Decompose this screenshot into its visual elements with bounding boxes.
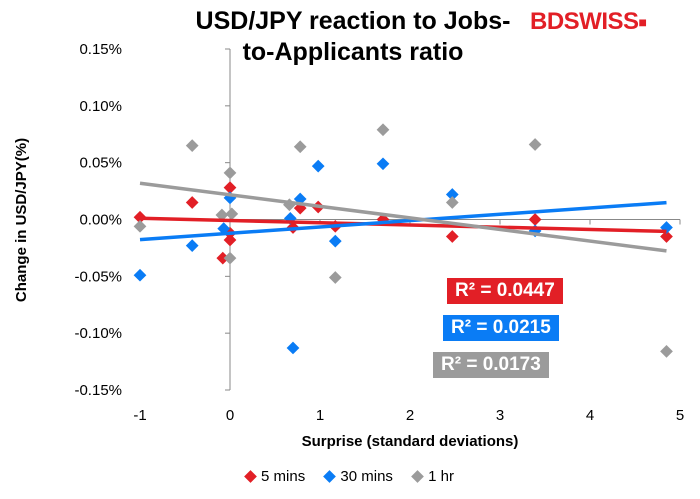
trendline-30-mins	[139, 200, 667, 242]
y-tick-label: -0.15%	[74, 382, 122, 399]
data-point-30-mins	[376, 157, 390, 171]
data-point-5-mins	[216, 251, 230, 265]
x-tick-label: 0	[226, 407, 234, 424]
y-tick-label: 0.00%	[79, 212, 122, 229]
data-point-1-hr	[223, 251, 237, 265]
diamond-marker-icon	[323, 470, 337, 483]
data-point-1-hr	[660, 344, 673, 358]
x-axis-title: Surprise (standard deviations)	[302, 433, 519, 450]
x-tick-label: 3	[496, 407, 504, 424]
trendline-5-mins	[139, 216, 667, 234]
data-point-5-mins	[445, 230, 459, 243]
data-point-1-hr	[133, 219, 147, 233]
r2-label-5min: R² = 0.0447	[447, 278, 563, 304]
y-tick-label: 0.10%	[79, 98, 122, 115]
y-axis-title: Change in USD/JPY(%)	[13, 138, 30, 302]
x-tick-label: 5	[676, 407, 684, 424]
diamond-marker-icon	[244, 470, 257, 483]
data-point-5-mins	[223, 181, 237, 195]
y-tick-label: 0.15%	[79, 41, 122, 58]
legend-label: 5 mins	[261, 468, 306, 485]
trendline-1-hr	[139, 181, 667, 253]
legend: 5 mins 30 mins 1 hr	[0, 468, 700, 485]
x-tick-label: 2	[406, 407, 414, 424]
data-point-1-hr	[376, 123, 390, 137]
legend-item-1hr: 1 hr	[411, 468, 454, 485]
bdswiss-logo: BDSWISS■	[530, 8, 647, 35]
legend-label: 30 mins	[340, 468, 393, 485]
legend-label: 1 hr	[428, 468, 454, 485]
legend-item-5min: 5 mins	[244, 468, 306, 485]
data-point-1-hr	[328, 271, 342, 284]
data-point-1-hr	[223, 166, 237, 180]
data-point-30-mins	[445, 188, 459, 201]
data-point-30-mins	[328, 234, 342, 248]
data-point-30-mins	[286, 341, 300, 355]
data-point-5-mins	[528, 213, 542, 226]
r2-label-1hr: R² = 0.0173	[433, 352, 549, 378]
data-point-1-hr	[225, 207, 239, 221]
x-tick-label: 1	[316, 407, 324, 424]
data-point-1-hr	[528, 138, 542, 151]
data-point-1-hr	[293, 140, 307, 154]
y-tick-label: 0.05%	[79, 155, 122, 172]
x-tick-label: 4	[586, 407, 594, 424]
legend-item-30min: 30 mins	[323, 468, 393, 485]
chart-title: USD/JPY reaction to Jobs-to-Applicants r…	[195, 7, 511, 66]
data-point-1-hr	[445, 196, 459, 209]
data-point-5-mins	[185, 196, 199, 209]
data-point-5-mins	[133, 210, 147, 224]
x-tick-label: -1	[133, 407, 146, 424]
y-tick-label: -0.10%	[74, 325, 122, 342]
data-point-30-mins	[311, 159, 325, 173]
data-point-1-hr	[215, 208, 229, 222]
r2-label-30min: R² = 0.0215	[443, 315, 559, 341]
data-point-30-mins	[185, 239, 199, 253]
data-point-5-mins	[223, 233, 237, 247]
diamond-marker-icon	[411, 470, 424, 483]
data-point-1-hr	[185, 139, 199, 152]
y-tick-label: -0.05%	[74, 268, 122, 285]
data-point-30-mins	[133, 268, 147, 282]
